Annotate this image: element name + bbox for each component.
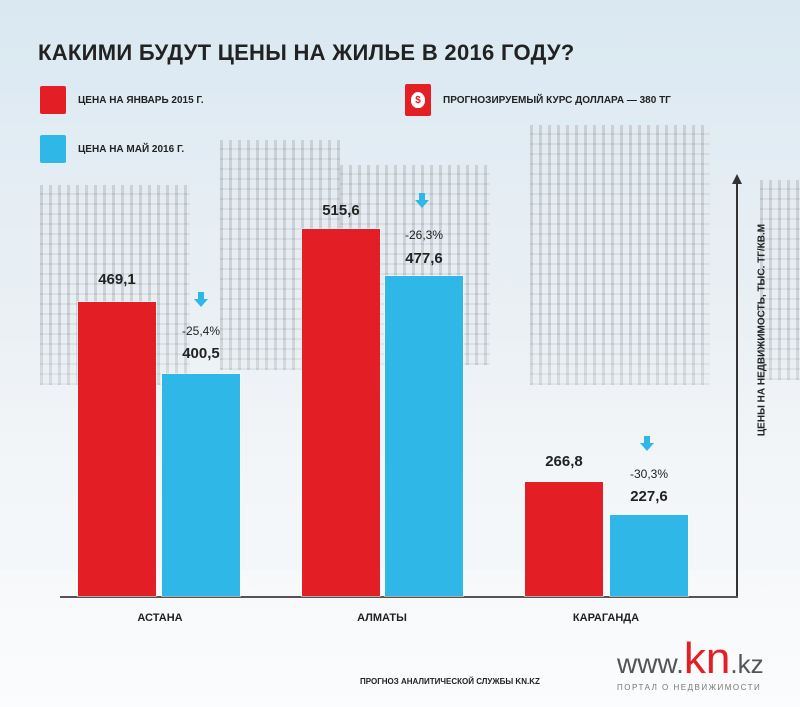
bar-karaganda-may2016 xyxy=(610,515,688,596)
logo-tagline: ПОРТАЛ О НЕДВИЖИМОСТИ xyxy=(617,683,762,692)
value-label: 515,6 xyxy=(322,202,360,219)
value-label: 227,6 xyxy=(630,488,668,505)
legend-label: ЦЕНА НА ЯНВАРЬ 2015 Г. xyxy=(78,94,204,106)
arrow-down-icon xyxy=(415,193,429,209)
change-label: -30,3% xyxy=(629,467,669,481)
arrow-down-icon xyxy=(194,292,208,308)
category-astana: АСТАНА xyxy=(137,612,183,624)
legend-label: ЦЕНА НА МАЙ 2016 Г. xyxy=(78,143,185,155)
value-label: 469,1 xyxy=(98,271,136,288)
x-axis-line xyxy=(60,596,738,598)
bar-almaty-jan2015 xyxy=(302,229,380,596)
legend-forecast-rate: $ ПРОГНОЗИРУЕМЫЙ КУРС ДОЛЛАРА — 380 ТГ xyxy=(405,84,671,116)
value-label: 400,5 xyxy=(182,345,220,362)
legend-swatch-blue xyxy=(40,135,66,163)
money-bag-icon: $ xyxy=(405,84,431,116)
kn-logo[interactable]: www.kn.kz ПОРТАЛ О НЕДВИЖИМОСТИ xyxy=(617,634,764,693)
axis-arrow-icon xyxy=(732,174,742,184)
category-karaganda: КАРАГАНДА xyxy=(572,612,640,624)
legend-may2016: ЦЕНА НА МАЙ 2016 Г. xyxy=(40,135,184,163)
bar-astana-may2016 xyxy=(162,374,240,596)
change-label: -26,3% xyxy=(404,228,444,242)
change-label: -25,4% xyxy=(181,324,221,338)
arrow-down-icon xyxy=(640,436,654,452)
value-label: 477,6 xyxy=(405,250,443,267)
legend-swatch-red xyxy=(40,86,66,114)
legend-label: ПРОГНОЗИРУЕМЫЙ КУРС ДОЛЛАРА — 380 ТГ xyxy=(443,94,671,106)
y-axis-label: ЦЕНЫ НА НЕДВИЖИМОСТЬ, ТЫС. ТГ/КВ.М xyxy=(756,223,768,437)
source-note: ПРОГНОЗ АНАЛИТИЧЕСКОЙ СЛУЖБЫ KN.KZ xyxy=(360,677,540,686)
legend-jan2015: ЦЕНА НА ЯНВАРЬ 2015 Г. xyxy=(40,86,204,114)
value-label: 266,8 xyxy=(545,453,583,470)
chart-title: КАКИМИ БУДУТ ЦЕНЫ НА ЖИЛЬЕ В 2016 ГОДУ? xyxy=(38,40,575,65)
bar-karaganda-jan2015 xyxy=(525,482,603,596)
bar-almaty-may2016 xyxy=(385,276,463,596)
y-axis-line xyxy=(736,180,738,598)
category-almaty: АЛМАТЫ xyxy=(357,612,407,624)
bar-astana-jan2015 xyxy=(78,302,156,596)
